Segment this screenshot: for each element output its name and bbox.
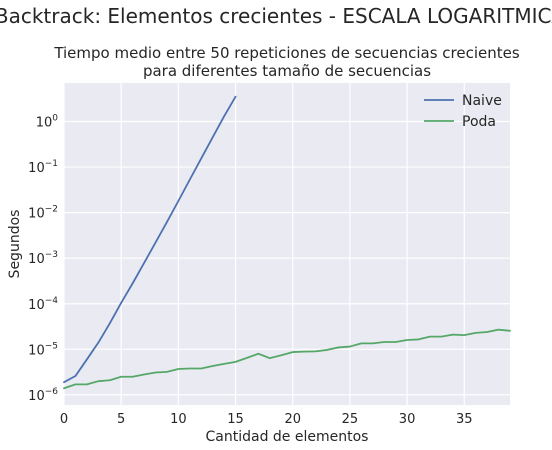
legend-label-poda: Poda bbox=[462, 114, 496, 130]
legend: Naive Poda bbox=[424, 93, 502, 130]
x-tick-label: 35 bbox=[456, 412, 473, 427]
x-axis-ticks: 0 5 10 15 20 25 30 35 bbox=[60, 412, 473, 427]
chart-title-line-2: para diferentes tamaño de secuencias bbox=[143, 62, 431, 80]
y-axis-label: Segundos bbox=[7, 210, 23, 279]
legend-label-naive: Naive bbox=[462, 93, 502, 109]
y-tick-label: 10−3 bbox=[28, 250, 58, 267]
x-tick-label: 10 bbox=[170, 412, 187, 427]
grid bbox=[63, 83, 510, 405]
chart-title-line-1: Tiempo medio entre 50 repeticiones de se… bbox=[53, 44, 520, 62]
y-tick-label: 10−5 bbox=[28, 341, 58, 358]
plot-area bbox=[64, 83, 510, 405]
y-axis-ticks: 100 10−1 10−2 10−3 10−4 10−5 10−6 bbox=[28, 114, 58, 404]
series-line-poda bbox=[63, 328, 511, 390]
series-line-naive bbox=[63, 95, 237, 384]
x-axis-label: Cantidad de elementos bbox=[206, 429, 369, 445]
y-tick-label: 10−2 bbox=[28, 205, 58, 222]
x-tick-label: 15 bbox=[227, 412, 244, 427]
y-tick-label: 10−1 bbox=[28, 159, 58, 176]
x-tick-label: 0 bbox=[60, 412, 68, 427]
y-tick-label: 10−4 bbox=[28, 296, 58, 313]
series-layer bbox=[63, 95, 511, 390]
x-tick-label: 5 bbox=[117, 412, 125, 427]
chart-suptitle: Backtrack: Elementos crecientes - ESCALA… bbox=[0, 4, 552, 28]
x-tick-label: 30 bbox=[399, 412, 416, 427]
x-tick-label: 25 bbox=[342, 412, 359, 427]
y-tick-label: 10−6 bbox=[28, 387, 58, 404]
y-tick-label: 100 bbox=[36, 114, 59, 131]
x-tick-label: 20 bbox=[284, 412, 301, 427]
